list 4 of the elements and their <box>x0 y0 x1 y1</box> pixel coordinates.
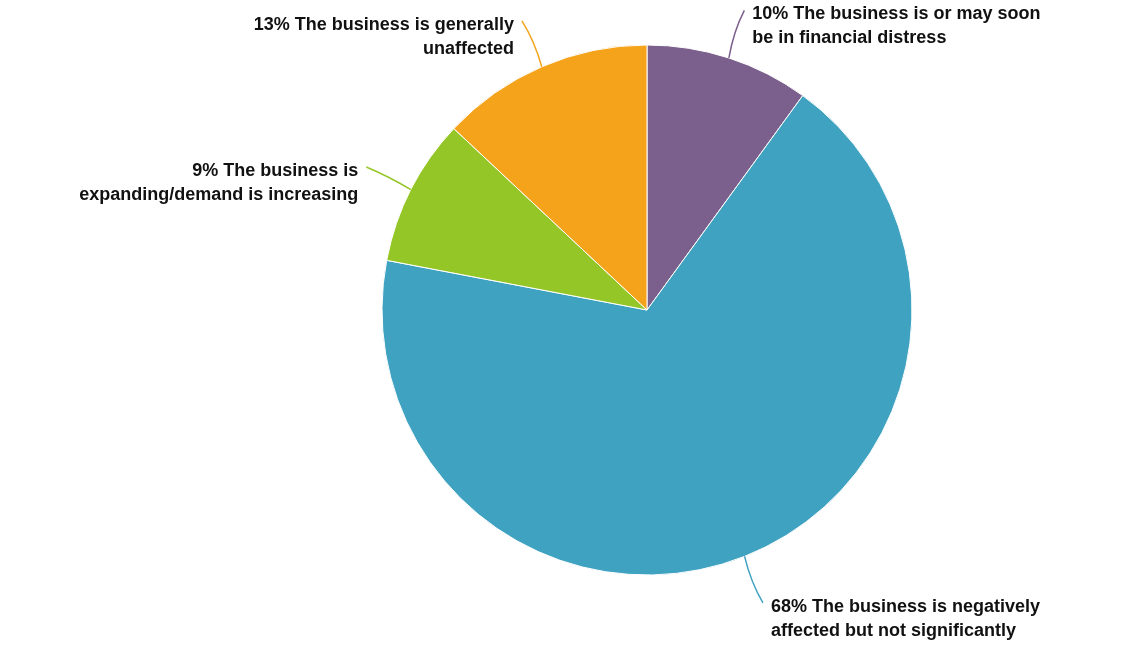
slice-label: 68% The business is negatively affected but not significantly <box>770 595 1041 640</box>
slice-label: 9% The business is expanding/demand is increasing <box>79 159 359 204</box>
slice-label: 13% The business is generally unaffected <box>253 13 514 58</box>
slice-label: 10% The business is or may soon be in financial distress <box>752 3 1041 48</box>
